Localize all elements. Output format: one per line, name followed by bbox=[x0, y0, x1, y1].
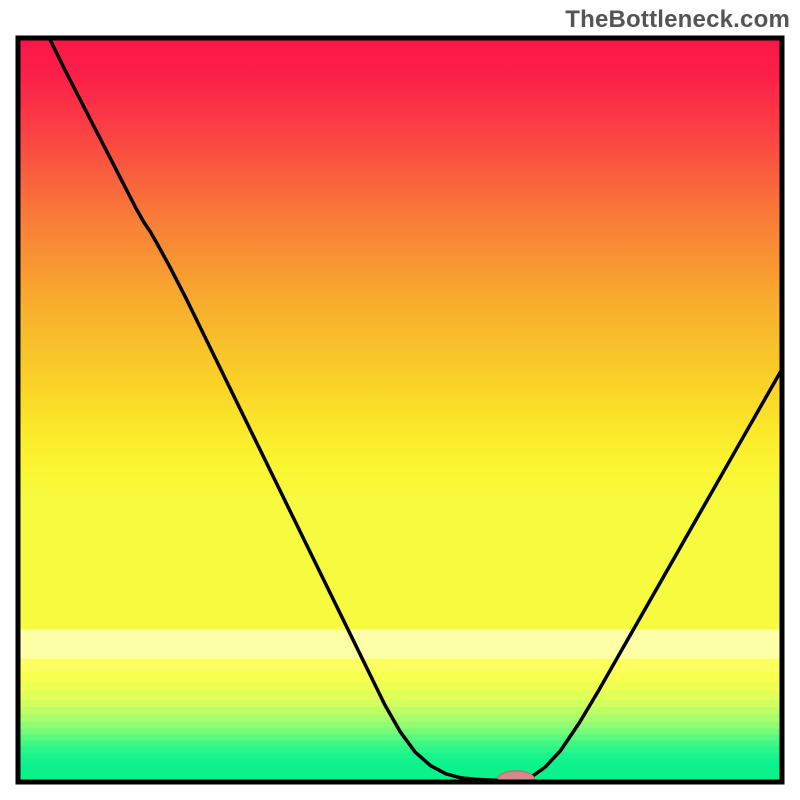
chart-container: TheBottleneck.com bbox=[0, 0, 800, 800]
optimal-marker bbox=[498, 771, 535, 787]
watermark-text: TheBottleneck.com bbox=[565, 6, 790, 34]
plot-area bbox=[18, 38, 782, 787]
bottleneck-chart bbox=[0, 0, 800, 800]
